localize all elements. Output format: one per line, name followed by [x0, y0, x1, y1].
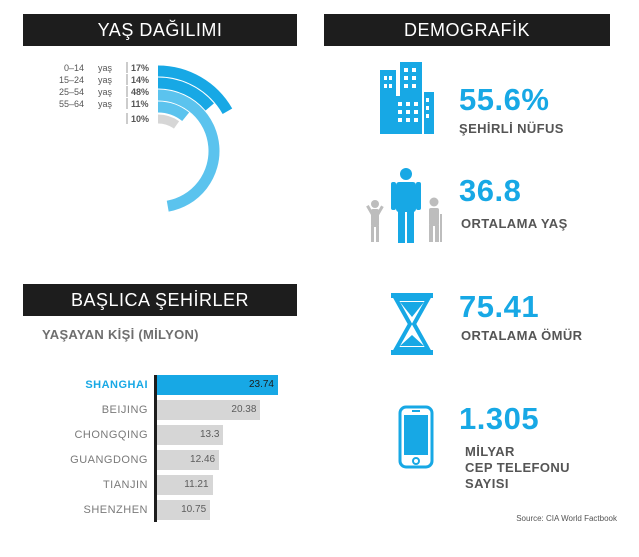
- age-percent-label: 17%: [131, 63, 149, 73]
- city-value-label: 23.74: [248, 379, 274, 390]
- city-bar: [154, 425, 224, 445]
- age-range-label: 25–54: [59, 87, 84, 97]
- city-value-label: 20.38: [231, 404, 257, 415]
- age-range-label: 55–64: [59, 99, 84, 109]
- age-arc-3: [157, 101, 190, 122]
- age-percent-label: 10%: [131, 114, 149, 124]
- age-arc-1: [157, 77, 214, 111]
- city-label: CHONGQING: [74, 429, 148, 441]
- city-bar: [154, 375, 278, 395]
- city-label: BEIJING: [101, 404, 148, 416]
- people-icon: [366, 168, 442, 243]
- age-unit-label: yaş: [98, 63, 113, 73]
- cities-subtitle: YAŞAYAN KİŞİ (MİLYON): [42, 327, 199, 342]
- age-unit-label: yaş: [98, 99, 113, 109]
- city-bar: [154, 475, 213, 495]
- mobile-phones-label-line2: CEP TELEFONU: [465, 460, 570, 475]
- city-label: SHANGHAI: [85, 379, 148, 391]
- city-bar: [154, 500, 211, 520]
- demographic-section-header: DEMOGRAFİK: [324, 14, 610, 46]
- city-value-label: 12.46: [190, 454, 216, 465]
- bar-chart-axis-line: [154, 375, 157, 522]
- city-bar: [154, 450, 220, 470]
- median-age-value: 36.8: [459, 173, 522, 208]
- city-label: SHENZHEN: [83, 504, 148, 516]
- source-note: Source: CIA World Factbook: [516, 514, 617, 523]
- phone-icon: [398, 405, 434, 469]
- buildings-icon: [380, 62, 434, 134]
- life-expectancy-label: ORTALAMA ÖMÜR: [461, 328, 583, 343]
- mobile-phones-label-line1: MİLYAR: [465, 444, 515, 459]
- age-section-header: YAŞ DAĞILIMI: [23, 14, 297, 46]
- city-bar: [154, 400, 261, 420]
- city-value-label: 11.21: [184, 479, 209, 490]
- median-age-label: ORTALAMA YAŞ: [461, 216, 568, 231]
- age-unit-label: yaş: [98, 87, 113, 97]
- demographic-section-title: DEMOGRAFİK: [403, 19, 530, 40]
- age-percent-label: 14%: [131, 75, 149, 85]
- hourglass-icon: [391, 293, 433, 355]
- city-value-label: 13.3: [200, 429, 220, 440]
- cities-section-title: BAŞLICA ŞEHİRLER: [70, 289, 250, 310]
- age-percent-label: 11%: [131, 99, 149, 109]
- cities-section-header: BAŞLICA ŞEHİRLER: [23, 284, 297, 316]
- age-unit-label: yaş: [98, 75, 113, 85]
- age-section-title: YAŞ DAĞILIMI: [97, 19, 223, 40]
- mobile-phones-value: 1.305: [459, 401, 540, 436]
- age-arc-4: [157, 114, 180, 129]
- age-range-label: 0–14: [64, 63, 84, 73]
- city-label: GUANGDONG: [70, 454, 148, 466]
- city-label: TIANJIN: [102, 479, 148, 491]
- urban-population-label: ŞEHİRLİ NÜFUS: [459, 121, 564, 136]
- city-value-label: 10.75: [181, 504, 207, 515]
- age-arc-2: [157, 89, 220, 212]
- urban-population-value: 55.6%: [459, 82, 550, 117]
- life-expectancy-value: 75.41: [459, 289, 540, 324]
- age-arc-0: [157, 65, 233, 115]
- age-range-label: 15–24: [59, 75, 84, 85]
- age-percent-label: 48%: [131, 87, 149, 97]
- mobile-phones-label-line3: SAYISI: [465, 476, 509, 491]
